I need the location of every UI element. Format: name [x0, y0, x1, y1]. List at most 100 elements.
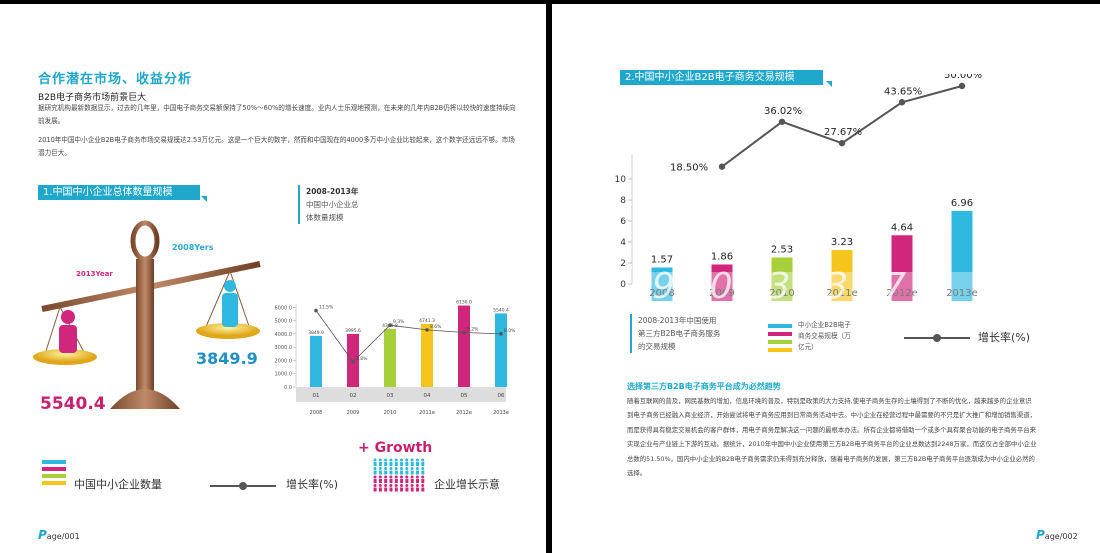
legend-line-label: 增长率(%) [286, 478, 339, 491]
x-tick-label: 03 [387, 393, 394, 399]
bar [384, 328, 396, 387]
x-tick-label: 2011e [826, 288, 858, 299]
value-2013: 5540.4 [40, 394, 106, 414]
legend-line: 中国中小企业总 [306, 200, 359, 209]
x-tick-label: 2013e [946, 288, 978, 299]
growth-label: 36.02% [764, 106, 802, 117]
person-head-icon [421, 467, 425, 470]
legend-line-label: 增长率(%) [978, 331, 1031, 344]
y-tick-label: 6 [620, 217, 626, 227]
legend-swatch [768, 340, 792, 344]
x-year-label: 2011e [419, 410, 435, 416]
balance-scale-illustration [33, 220, 261, 409]
growth-label: 18.50% [670, 163, 708, 174]
y-tick-label: 3000.0 [275, 345, 293, 351]
person-head-icon [389, 475, 393, 479]
person-head-icon [378, 484, 382, 487]
person-body-icon [405, 487, 409, 492]
legend-swatch [768, 332, 792, 336]
x-tick-label: 04 [424, 393, 431, 399]
bar [421, 324, 433, 387]
person-body-icon [421, 487, 425, 492]
person-body-icon [378, 462, 382, 466]
person-head-icon [389, 458, 393, 462]
person-body-icon [405, 462, 409, 466]
legend-swatch [768, 348, 792, 352]
watermark-band [642, 272, 1002, 304]
legend-people-label: 企业增长示意 [434, 478, 500, 491]
person-head-icon [405, 458, 409, 462]
page-number: Page/001 [38, 528, 80, 542]
bar [495, 313, 507, 387]
bar-value-label: 3995.6 [345, 328, 361, 334]
person-head-icon [394, 475, 398, 479]
growth-label: 8.2% [467, 327, 479, 333]
bar-value-label: 4.64 [891, 222, 913, 233]
person-body-icon [378, 487, 382, 492]
person-head-icon [378, 467, 382, 470]
person-head-icon [410, 467, 414, 470]
person-head-icon [410, 458, 414, 462]
legend-swatch [768, 324, 792, 328]
section-banner-1: 1.中国中小企业总体数量规模 [38, 185, 200, 200]
growth-point [425, 328, 429, 332]
person-head-icon [415, 458, 419, 462]
bar [711, 264, 733, 301]
y-tick-label: 0.0 [284, 385, 292, 391]
person-body-icon [421, 470, 425, 475]
growth-point [898, 99, 906, 106]
growth-point [388, 323, 392, 328]
chart-legend-box: 2008-2013年 中国中小企业总 体数量规模 [298, 185, 386, 224]
growth-point [499, 332, 503, 336]
bar [831, 250, 853, 301]
person-head-icon [394, 484, 398, 487]
person-body-icon [394, 462, 398, 466]
x-year-label: 2013e [493, 410, 509, 416]
y-tick-label: 4000.0 [275, 332, 293, 338]
legend-line: 中小企业B2B电子 [798, 321, 851, 329]
growth-line [315, 310, 502, 363]
person-body-icon [389, 479, 393, 483]
person-head-icon [384, 458, 388, 462]
person-body-icon [394, 479, 398, 483]
growth-point [778, 118, 786, 125]
bar [951, 210, 973, 301]
y-tick-label: 4 [620, 238, 626, 248]
legend-line: 体数量规模 [306, 213, 344, 222]
person-body-icon [389, 462, 393, 466]
bar [310, 335, 322, 387]
x-tick-label: 2012e [886, 288, 918, 299]
value-2008: 3849.9 [196, 349, 258, 368]
x-tick-label: 01 [313, 393, 320, 399]
person-body-icon [373, 487, 377, 492]
x-axis-band [296, 387, 506, 402]
people-icon-grid [373, 458, 425, 492]
x-year-label: 2009 [347, 410, 360, 416]
y-tick-label: 2 [620, 259, 626, 269]
person-head-icon [384, 467, 388, 470]
growth-label: 11.5% [319, 305, 334, 311]
y-tick-label: 2000.0 [275, 358, 293, 364]
person-body-icon [384, 462, 388, 466]
person-body-icon [394, 487, 398, 492]
x-tick-label: 2008 [649, 288, 674, 299]
legend-swatch [42, 467, 66, 471]
legend-swatch [42, 474, 66, 478]
bar [458, 305, 470, 387]
growth-point [462, 330, 466, 335]
person-head-icon [400, 475, 403, 479]
person-head-icon [389, 467, 393, 470]
intro-paragraph-2: 2010年中国中小企业B2B电子商务市场交易规模达2.53万亿元。这是一个巨大的… [38, 136, 515, 157]
person-body-icon [389, 470, 393, 475]
subtitle: B2B电子商务市场前景巨大 [38, 93, 147, 103]
person-body-icon [410, 487, 414, 492]
person-body-icon [410, 479, 414, 483]
person-head-icon [410, 475, 414, 479]
person-body-icon [394, 470, 398, 475]
body-title: 选择第三方B2B电子商务平台成为必然趋势 [627, 382, 781, 391]
bar-value-label: 5540.4 [493, 307, 509, 313]
growth-point [838, 139, 846, 147]
bar-value-label: 6130.0 [456, 300, 472, 306]
x-tick-label: 2010 [769, 288, 794, 299]
y-tick-label: 8 [620, 196, 626, 206]
